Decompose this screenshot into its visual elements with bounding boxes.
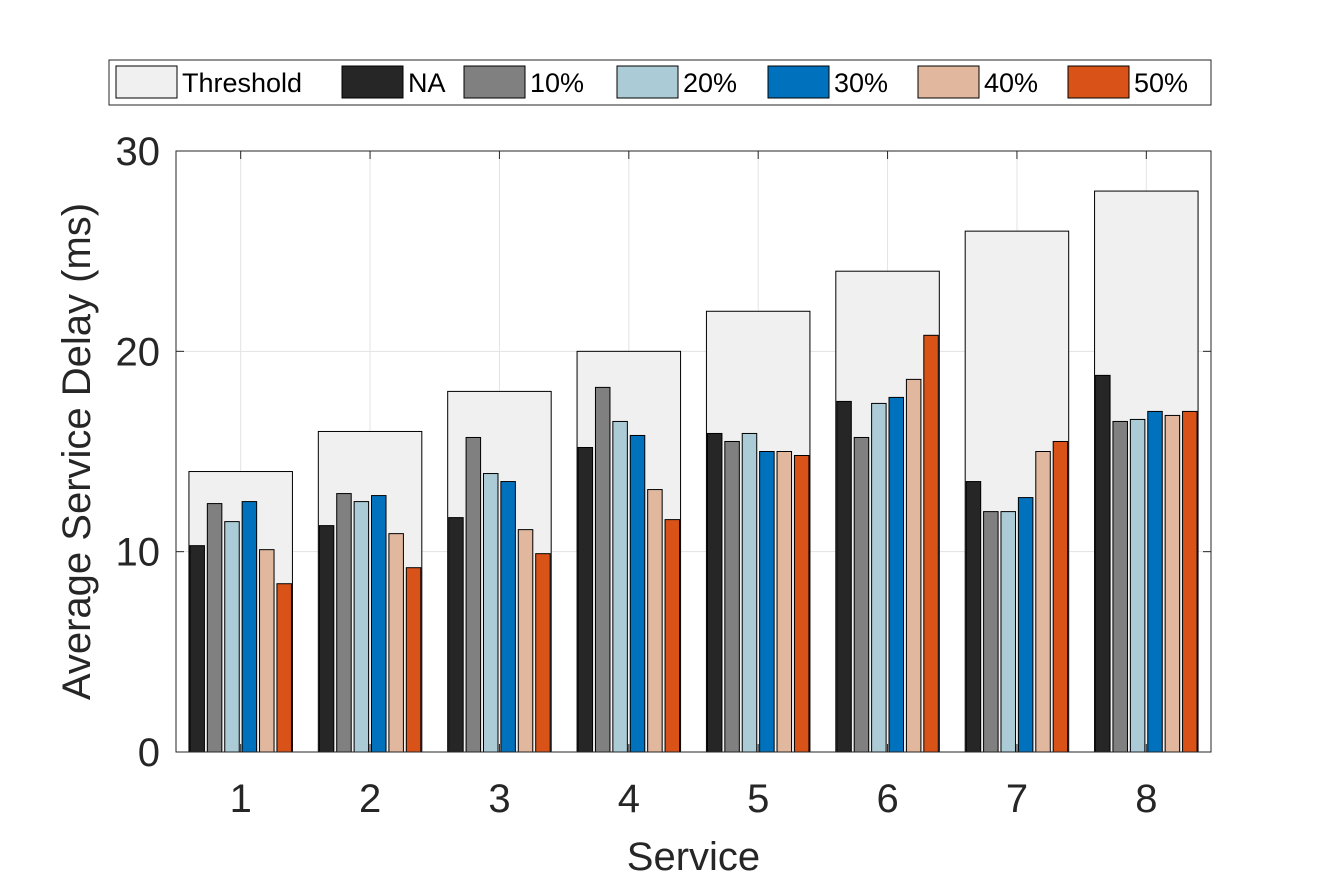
y-tick-label: 20 xyxy=(116,330,161,374)
axes: 1 2 3 4 5 6 7 8 0 10 20 30 xyxy=(116,130,1211,821)
legend-label: NA xyxy=(408,68,446,98)
legend-item: 40% xyxy=(917,65,1038,99)
bar-30pct xyxy=(500,481,516,753)
bar-na xyxy=(577,446,594,753)
bar-50pct xyxy=(535,553,551,753)
bar-50pct xyxy=(1182,410,1198,753)
bar-10pct xyxy=(594,386,611,753)
bar-10pct xyxy=(1112,420,1128,753)
legend-swatch xyxy=(917,65,980,99)
bar-50pct xyxy=(405,567,422,753)
legend-swatch xyxy=(463,65,526,99)
bar-na xyxy=(965,481,982,753)
legend-item: Threshold xyxy=(115,65,302,99)
legend-label: 30% xyxy=(834,68,888,98)
bar-20pct xyxy=(353,501,370,753)
bar-na xyxy=(189,545,205,753)
threshold-bar xyxy=(964,230,1070,753)
bar-30pct xyxy=(759,451,775,753)
bar-30pct xyxy=(1017,497,1034,753)
bar-20pct xyxy=(482,473,499,753)
bar-40pct xyxy=(517,529,534,753)
threshold-bar xyxy=(1094,190,1199,753)
bar-40pct xyxy=(1164,414,1181,753)
plot-area-frame xyxy=(175,150,1212,753)
bar-30pct xyxy=(371,495,387,753)
x-tick-label: 7 xyxy=(1006,777,1028,821)
legend-item: 20% xyxy=(616,65,737,99)
bar-20pct xyxy=(1129,418,1146,753)
legend-swatch xyxy=(1067,65,1130,99)
legend-item: 50% xyxy=(1067,65,1188,99)
data-bars xyxy=(189,334,1198,753)
bar-na xyxy=(448,517,464,753)
bar-30pct xyxy=(629,434,646,753)
bar-10pct xyxy=(853,436,870,753)
bar-40pct xyxy=(776,451,793,753)
legend-item: 10% xyxy=(463,65,584,99)
y-axis-title: Average Service Delay (ms) xyxy=(55,203,99,700)
bar-na xyxy=(836,400,852,753)
bar-20pct xyxy=(741,432,758,753)
bar-10pct xyxy=(206,503,223,753)
threshold-bar xyxy=(317,430,423,753)
bar-40pct xyxy=(1035,451,1051,753)
threshold-bar xyxy=(188,471,293,753)
x-tick-label: 4 xyxy=(618,777,640,821)
legend-swatch xyxy=(616,65,679,99)
threshold-bar xyxy=(447,390,552,753)
legend-swatch xyxy=(767,65,830,99)
bar-40pct xyxy=(905,378,922,753)
legend-label: 20% xyxy=(683,68,737,98)
threshold-bars xyxy=(188,190,1199,753)
bar-30pct xyxy=(1147,410,1163,753)
bar-10pct xyxy=(724,440,740,753)
legend: Threshold NA 10% 20% 30% 40% 50% xyxy=(108,59,1212,106)
y-tick-label: 0 xyxy=(138,731,160,775)
bar-50pct xyxy=(923,334,939,753)
bar-20pct xyxy=(612,420,628,753)
x-tick-label: 5 xyxy=(747,777,769,821)
bar-na xyxy=(706,432,723,753)
legend-label: 50% xyxy=(1134,68,1188,98)
bar-40pct xyxy=(388,533,404,753)
legend-label: 10% xyxy=(530,68,584,98)
bar-10pct xyxy=(336,493,352,753)
legend-item: NA xyxy=(341,65,446,99)
legend-swatch xyxy=(115,65,178,99)
bar-50pct xyxy=(793,455,810,753)
bar-50pct xyxy=(1052,440,1069,753)
legend-label: Threshold xyxy=(182,68,302,98)
bar-20pct xyxy=(871,402,887,753)
y-tick-label: 10 xyxy=(116,531,161,575)
bar-20pct xyxy=(1000,511,1016,753)
threshold-bar xyxy=(576,350,682,753)
bar-50pct xyxy=(276,583,292,753)
legend-swatch xyxy=(341,65,404,99)
x-tick-label: 8 xyxy=(1135,777,1157,821)
x-tick-label: 2 xyxy=(359,777,381,821)
bar-10pct xyxy=(465,436,482,753)
bar-50pct xyxy=(664,519,681,753)
bar-10pct xyxy=(983,511,999,753)
bar-20pct xyxy=(224,521,240,753)
legend-item: 30% xyxy=(767,65,888,99)
bar-40pct xyxy=(259,549,275,753)
threshold-bar xyxy=(705,310,811,753)
x-axis-title: Service xyxy=(627,835,760,879)
x-tick-label: 1 xyxy=(230,777,252,821)
legend-label: 40% xyxy=(984,68,1038,98)
bar-na xyxy=(1095,374,1111,753)
bar-30pct xyxy=(241,501,258,753)
x-tick-label: 3 xyxy=(488,777,510,821)
y-tick-label: 30 xyxy=(116,130,161,174)
bar-30pct xyxy=(888,396,905,753)
x-tick-label: 6 xyxy=(876,777,898,821)
bar-na xyxy=(318,525,335,753)
bar-40pct xyxy=(647,489,663,753)
